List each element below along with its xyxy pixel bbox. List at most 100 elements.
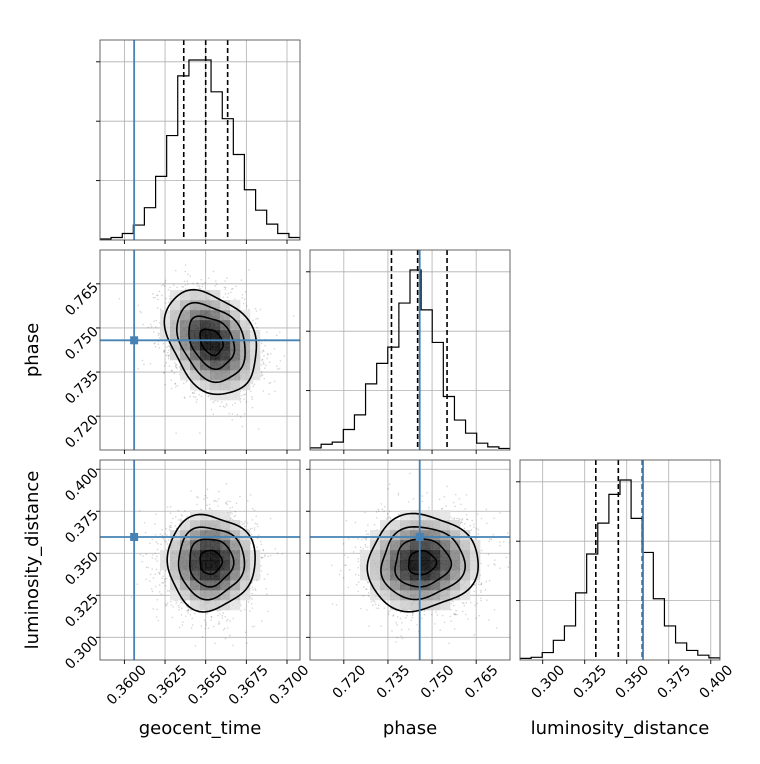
sample-point <box>196 282 198 284</box>
sample-point <box>257 318 259 320</box>
sample-point <box>131 596 133 598</box>
sample-point <box>280 360 282 362</box>
density-cell <box>210 390 220 400</box>
sample-point <box>164 540 166 542</box>
sample-point <box>165 585 167 587</box>
sample-point <box>274 348 276 350</box>
histogram-phase <box>310 270 510 450</box>
sample-point <box>136 583 138 585</box>
sample-point <box>229 635 231 637</box>
sample-point <box>237 414 239 416</box>
sample-point <box>242 297 244 299</box>
sample-point <box>261 620 263 622</box>
sample-point <box>153 320 155 322</box>
sample-point <box>165 541 167 543</box>
sample-point <box>194 613 196 615</box>
sample-point <box>153 297 155 299</box>
sample-point <box>169 527 171 529</box>
sample-point <box>252 407 254 409</box>
sample-point <box>229 501 231 503</box>
sample-point <box>146 566 148 568</box>
sample-point <box>240 401 242 403</box>
sample-point <box>184 281 186 283</box>
sample-point <box>181 286 183 288</box>
sample-point <box>226 504 228 506</box>
sample-point <box>175 432 177 434</box>
sample-point <box>254 529 256 531</box>
sample-point <box>142 360 144 362</box>
density-panel-geocent_time-luminosity_distance <box>100 460 300 660</box>
sample-point <box>153 577 155 579</box>
sample-point <box>195 396 197 398</box>
sample-point <box>159 347 161 349</box>
sample-point <box>181 614 183 616</box>
sample-point <box>151 588 153 590</box>
sample-point <box>155 320 157 322</box>
sample-point <box>254 383 256 385</box>
sample-point <box>157 620 159 622</box>
density-cell <box>240 370 250 380</box>
sample-point <box>189 275 191 277</box>
sample-point <box>166 578 168 580</box>
sample-point <box>204 495 206 497</box>
truth-marker <box>130 336 138 344</box>
sample-point <box>244 526 246 528</box>
sample-point <box>187 283 189 285</box>
sample-point <box>174 383 176 385</box>
sample-point <box>250 494 252 496</box>
sample-point <box>157 307 159 309</box>
sample-point <box>263 390 265 392</box>
sample-point <box>150 324 152 326</box>
sample-point <box>263 355 265 357</box>
sample-point <box>175 367 177 369</box>
sample-point <box>261 373 263 375</box>
sample-point <box>219 623 221 625</box>
sample-point <box>249 528 251 530</box>
sample-point <box>227 500 229 502</box>
sample-point <box>186 610 188 612</box>
sample-point <box>225 502 227 504</box>
sample-point <box>174 372 176 374</box>
sample-point <box>254 527 256 529</box>
sample-point <box>226 403 228 405</box>
sample-point <box>235 511 237 513</box>
sample-point <box>168 358 170 360</box>
sample-point <box>260 375 262 377</box>
sample-point <box>171 370 173 372</box>
sample-point <box>232 506 234 508</box>
sample-point <box>171 604 173 606</box>
sample-point <box>245 631 247 633</box>
sample-point <box>244 298 246 300</box>
density-cell <box>200 360 210 370</box>
sample-point <box>226 483 228 485</box>
sample-point <box>155 586 157 588</box>
sample-point <box>225 287 227 289</box>
sample-point <box>261 343 263 345</box>
sample-point <box>167 590 169 592</box>
sample-point <box>191 618 193 620</box>
sample-point <box>261 351 263 353</box>
sample-point <box>188 609 190 611</box>
sample-point <box>180 519 182 521</box>
sample-point <box>265 364 267 366</box>
sample-point <box>217 505 219 507</box>
sample-point <box>214 642 216 644</box>
sample-point <box>258 534 260 536</box>
sample-point <box>244 609 246 611</box>
density-cell <box>190 300 200 310</box>
sample-point <box>160 533 162 535</box>
sample-point <box>201 625 203 627</box>
sample-point <box>277 368 279 370</box>
sample-point <box>143 363 145 365</box>
sample-point <box>244 413 246 415</box>
sample-point <box>276 335 278 337</box>
sample-point <box>185 264 187 266</box>
sample-point <box>164 384 166 386</box>
sample-point <box>264 345 266 347</box>
sample-point <box>190 614 192 616</box>
sample-point <box>148 327 150 329</box>
sample-point <box>221 401 223 403</box>
sample-point <box>269 361 271 363</box>
sample-point <box>181 608 183 610</box>
sample-point <box>245 291 247 293</box>
